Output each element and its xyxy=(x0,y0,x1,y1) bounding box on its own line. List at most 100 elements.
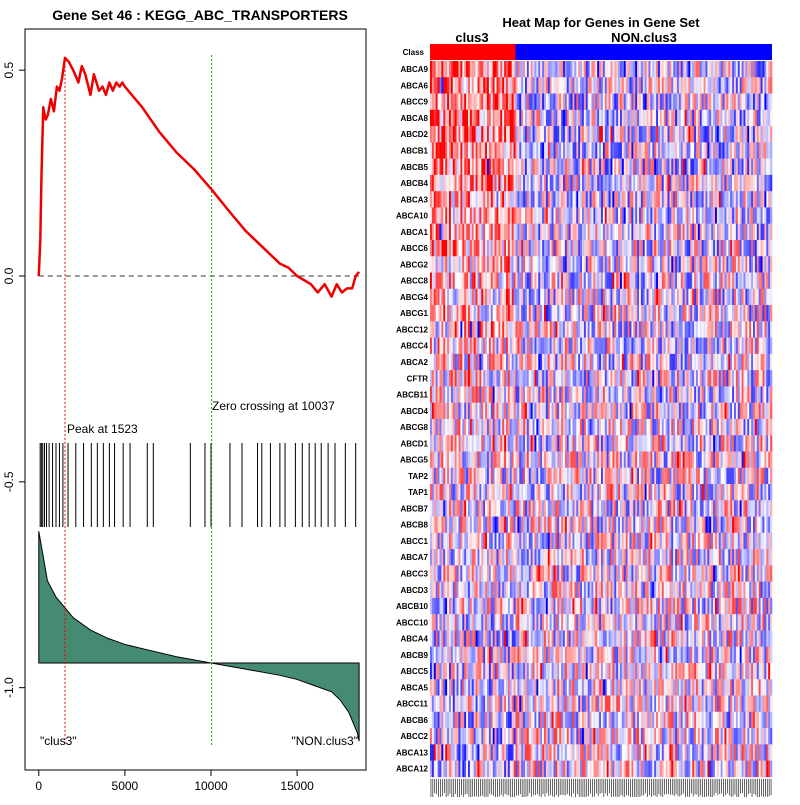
heatmap-cell xyxy=(521,94,523,111)
heatmap-cell xyxy=(493,159,495,176)
heatmap-cell xyxy=(536,175,538,192)
heatmap-cell xyxy=(462,484,464,501)
heatmap-cell xyxy=(554,224,556,241)
heatmap-cell xyxy=(658,207,660,224)
heatmap-cell xyxy=(478,370,480,387)
heatmap-cell xyxy=(466,289,468,306)
heatmap-cell xyxy=(687,354,689,371)
heatmap-cell xyxy=(630,191,632,208)
heatmap-cell xyxy=(643,126,645,143)
heatmap-cell xyxy=(694,451,696,468)
heatmap-cell xyxy=(449,305,451,322)
heatmap-cell xyxy=(485,484,487,501)
heatmap-cell xyxy=(738,159,740,176)
heatmap-cell xyxy=(514,77,516,94)
heatmap-cell xyxy=(635,191,637,208)
heatmap-cell xyxy=(538,61,540,78)
heatmap-cell xyxy=(464,224,466,241)
heatmap-cell xyxy=(649,468,651,485)
heatmap-cell xyxy=(687,338,689,355)
heatmap-cell xyxy=(770,61,772,78)
heatmap-cell xyxy=(502,240,504,257)
heatmap-cell xyxy=(639,175,641,192)
heatmap-cell xyxy=(751,61,753,78)
heatmap-cell xyxy=(616,126,618,143)
heatmap-cell xyxy=(544,403,546,420)
heatmap-cell xyxy=(459,61,461,78)
heatmap-cell xyxy=(519,207,521,224)
heatmap-cell xyxy=(751,175,753,192)
heatmap-cell xyxy=(753,110,755,127)
heatmap-cell xyxy=(624,77,626,94)
heatmap-cell xyxy=(709,354,711,371)
heatmap-cell xyxy=(607,484,609,501)
heatmap-cell xyxy=(626,94,628,111)
heatmap-cell xyxy=(747,61,749,78)
heatmap-cell xyxy=(527,256,529,273)
heatmap-cell xyxy=(702,354,704,371)
heatmap-cell xyxy=(738,240,740,257)
heatmap-cell xyxy=(514,207,516,224)
heatmap-cell xyxy=(630,403,632,420)
heatmap-cell xyxy=(517,370,519,387)
heatmap-cell xyxy=(441,77,443,94)
heatmap-cell xyxy=(616,321,618,338)
heatmap-cell xyxy=(443,126,445,143)
heatmap-cell xyxy=(593,94,595,111)
heatmap-cell xyxy=(654,207,656,224)
heatmap-cell xyxy=(616,354,618,371)
heatmap-cell xyxy=(481,370,483,387)
heatmap-cell xyxy=(770,273,772,290)
heatmap-cell xyxy=(590,354,592,371)
heatmap-cell xyxy=(516,94,518,111)
heatmap-cell xyxy=(459,159,461,176)
heatmap-cell xyxy=(713,175,715,192)
heatmap-cell xyxy=(481,110,483,127)
heatmap-cell xyxy=(666,403,668,420)
heatmap-cell xyxy=(751,403,753,420)
heatmap-cell xyxy=(692,484,694,501)
heatmap-cell xyxy=(510,126,512,143)
heatmap-cell xyxy=(542,110,544,127)
heatmap-cell xyxy=(620,61,622,78)
heatmap-cell xyxy=(671,468,673,485)
heatmap-cell xyxy=(479,94,481,111)
heatmap-cell xyxy=(533,273,535,290)
heatmap-cell xyxy=(590,110,592,127)
heatmap-cell xyxy=(481,175,483,192)
heatmap-cell xyxy=(533,61,535,78)
heatmap-cell xyxy=(692,224,694,241)
heatmap-cell xyxy=(500,175,502,192)
heatmap-cell xyxy=(542,256,544,273)
heatmap-cell xyxy=(723,94,725,111)
heatmap-cell xyxy=(573,419,575,436)
heatmap-cell xyxy=(489,61,491,78)
heatmap-cell xyxy=(742,451,744,468)
heatmap-cell xyxy=(601,61,603,78)
heatmap-cell xyxy=(673,419,675,436)
heatmap-cell xyxy=(637,386,639,403)
heatmap-cell xyxy=(472,289,474,306)
heatmap-cell xyxy=(485,110,487,127)
heatmap-cell xyxy=(550,321,552,338)
heatmap-cell xyxy=(683,386,685,403)
heatmap-cell xyxy=(548,468,550,485)
heatmap-cell xyxy=(440,484,442,501)
heatmap-cell xyxy=(561,273,563,290)
heatmap-cell xyxy=(472,338,474,355)
heatmap-cell xyxy=(622,386,624,403)
heatmap-cell xyxy=(633,256,635,273)
heatmap-cell xyxy=(631,484,633,501)
heatmap-cell xyxy=(728,77,730,94)
heatmap-cell xyxy=(595,419,597,436)
heatmap-cell xyxy=(668,354,670,371)
heatmap-cell xyxy=(485,468,487,485)
heatmap-cell xyxy=(445,77,447,94)
heatmap-cell xyxy=(734,77,736,94)
heatmap-cell xyxy=(630,370,632,387)
heatmap-cell xyxy=(542,468,544,485)
heatmap-cell xyxy=(599,403,601,420)
heatmap-cell xyxy=(605,175,607,192)
heatmap-cell xyxy=(576,110,578,127)
y-axis: 0.50.0-0.5-1.0 xyxy=(2,62,25,699)
